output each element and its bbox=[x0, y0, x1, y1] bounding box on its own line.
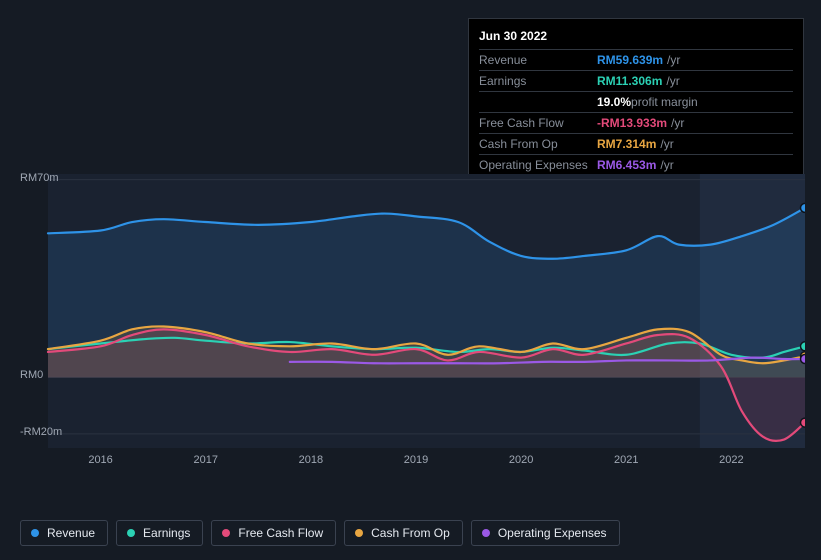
tooltip-row: 19.0% profit margin bbox=[479, 92, 793, 113]
legend-item[interactable]: Free Cash Flow bbox=[211, 520, 336, 546]
tooltip-row-value: RM11.306m bbox=[597, 74, 662, 88]
y-axis-label: -RM20m bbox=[20, 426, 62, 438]
tooltip-row: EarningsRM11.306m/yr bbox=[479, 71, 793, 92]
tooltip-row-label: Free Cash Flow bbox=[479, 116, 597, 130]
legend-label: Operating Expenses bbox=[498, 526, 607, 540]
x-axis-label: 2016 bbox=[88, 454, 112, 466]
legend-dot-icon bbox=[482, 529, 490, 537]
legend-dot-icon bbox=[355, 529, 363, 537]
legend-dot-icon bbox=[127, 529, 135, 537]
x-axis-label: 2021 bbox=[614, 454, 638, 466]
x-axis-label: 2020 bbox=[509, 454, 533, 466]
tooltip-row-value: RM7.314m bbox=[597, 137, 656, 151]
x-axis-label: 2019 bbox=[404, 454, 428, 466]
tooltip-row-value: 19.0% bbox=[597, 95, 631, 109]
x-axis-labels: 2016 2017 2018 2019 2020 2021 2022 bbox=[16, 454, 805, 470]
line-chart[interactable]: 2016 2017 2018 2019 2020 2021 2022 RM70m RM0 -RM… bbox=[16, 160, 805, 512]
legend-item[interactable]: Earnings bbox=[116, 520, 203, 546]
y-axis-label: RM70m bbox=[20, 172, 59, 184]
legend-label: Cash From Op bbox=[371, 526, 450, 540]
tooltip-row-label: Revenue bbox=[479, 53, 597, 67]
tooltip-rows: RevenueRM59.639m/yrEarningsRM11.306m/yr … bbox=[479, 50, 793, 175]
legend-item[interactable]: Revenue bbox=[20, 520, 108, 546]
tooltip-row-subtext: profit margin bbox=[631, 95, 698, 109]
tooltip-row: RevenueRM59.639m/yr bbox=[479, 50, 793, 71]
tooltip-row-unit: /yr bbox=[666, 74, 679, 88]
x-axis-label: 2018 bbox=[299, 454, 323, 466]
chart-svg bbox=[16, 160, 805, 472]
legend-label: Revenue bbox=[47, 526, 95, 540]
x-axis-label: 2017 bbox=[193, 454, 217, 466]
tooltip-row-label: Earnings bbox=[479, 74, 597, 88]
y-axis-label: RM0 bbox=[20, 369, 43, 381]
legend-dot-icon bbox=[31, 529, 39, 537]
x-axis-label: 2022 bbox=[719, 454, 743, 466]
tooltip-row-unit: /yr bbox=[660, 137, 673, 151]
tooltip-row-label: Cash From Op bbox=[479, 137, 597, 151]
legend-item[interactable]: Cash From Op bbox=[344, 520, 463, 546]
legend-label: Earnings bbox=[143, 526, 190, 540]
legend: Revenue Earnings Free Cash Flow Cash From O… bbox=[20, 520, 620, 546]
tooltip-row: Free Cash Flow-RM13.933m/yr bbox=[479, 113, 793, 134]
legend-dot-icon bbox=[222, 529, 230, 537]
tooltip-date: Jun 30 2022 bbox=[479, 25, 793, 50]
tooltip-row-value: -RM13.933m bbox=[597, 116, 667, 130]
legend-item[interactable]: Operating Expenses bbox=[471, 520, 620, 546]
legend-label: Free Cash Flow bbox=[238, 526, 323, 540]
tooltip-row-unit: /yr bbox=[671, 116, 684, 130]
tooltip-row-unit: /yr bbox=[667, 53, 680, 67]
tooltip-row-value: RM59.639m bbox=[597, 53, 663, 67]
tooltip-row: Cash From OpRM7.314m/yr bbox=[479, 134, 793, 155]
chart-panel: { "tooltip": { "date": "Jun 30 2022", "r… bbox=[0, 0, 821, 560]
